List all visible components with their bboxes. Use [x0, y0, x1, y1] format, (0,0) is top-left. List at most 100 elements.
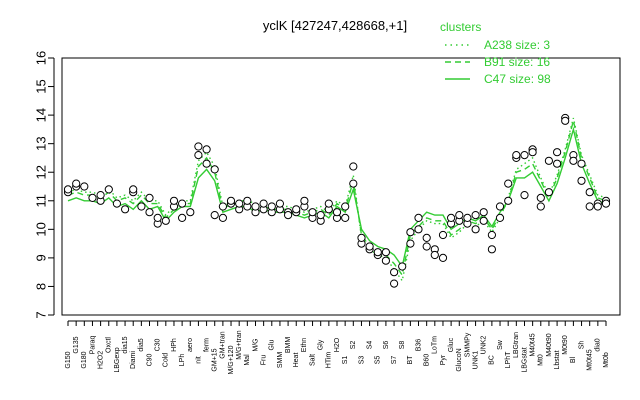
x-tick-label: M40t45 [529, 333, 536, 356]
data-point [504, 179, 513, 188]
data-point [284, 211, 293, 220]
x-tick-label: M/G+120 [228, 345, 235, 374]
data-point [275, 199, 284, 208]
x-tick-label: LoTm [432, 336, 439, 354]
data-point [381, 256, 390, 265]
x-tick-label: S4 [366, 341, 373, 350]
data-point [487, 245, 496, 254]
x-tick-label: Cold [163, 353, 170, 368]
x-tick-label: Gluc [448, 337, 455, 352]
data-point [341, 213, 350, 222]
plot-area [61, 57, 621, 316]
data-point [202, 159, 211, 168]
data-point [267, 202, 276, 211]
x-tick-label: Paraq [89, 336, 96, 355]
x-tick-label: B36 [415, 339, 422, 352]
data-point [259, 199, 268, 208]
legend-title: clusters [440, 20, 481, 34]
data-point [569, 156, 578, 165]
data-point [577, 159, 586, 168]
data-point [381, 248, 390, 257]
x-tick-label: UNK1 [472, 351, 479, 370]
y-tick-label: 8 [33, 283, 48, 290]
x-tick-label: Mal [244, 354, 251, 366]
data-point [129, 185, 138, 194]
x-tick-label: G135 [73, 336, 80, 353]
data-point [178, 213, 187, 222]
data-point [422, 242, 431, 251]
data-point [447, 213, 456, 222]
data-point [553, 148, 562, 157]
data-point [561, 116, 570, 125]
data-points [63, 113, 611, 288]
x-tick-label: Salt [309, 354, 316, 366]
data-point [438, 253, 448, 262]
x-tick-label: dia15 [122, 336, 129, 353]
legend-label-a238: A238 size: 3 [484, 38, 550, 52]
x-tick-label: GM+tran [220, 331, 227, 359]
x-tick-label: H2O [334, 337, 341, 352]
data-point [137, 202, 146, 211]
data-point [406, 228, 415, 237]
data-point [308, 208, 317, 217]
data-point [422, 233, 431, 242]
data-point [72, 179, 81, 188]
data-point [63, 185, 73, 194]
data-point [544, 156, 554, 165]
x-tick-label: S1 [342, 356, 349, 365]
x-tick-label: aero [187, 338, 194, 352]
x-tick-label: GlucoN [456, 348, 463, 371]
data-point [121, 205, 130, 214]
data-point [495, 213, 505, 222]
data-point [536, 193, 545, 202]
data-point [218, 213, 227, 222]
x-tick-label: HTim [326, 352, 333, 369]
x-tick-label: Ethn [301, 338, 308, 353]
data-point [601, 199, 611, 208]
x-tick-label: BMM [285, 337, 292, 354]
data-point [153, 213, 162, 222]
x-tick-label: UNK2 [481, 336, 488, 355]
data-point [536, 202, 545, 211]
data-point [169, 196, 179, 205]
data-point [430, 250, 439, 260]
x-tick-label: S3 [358, 356, 365, 365]
x-tick-label: C30 [155, 338, 162, 351]
data-point [349, 162, 358, 171]
data-point [145, 193, 154, 202]
data-point [341, 202, 350, 211]
x-tick-label: Pyr [440, 354, 447, 365]
data-point [88, 193, 97, 202]
data-point [96, 191, 105, 200]
x-tick-label: Lbstat [554, 350, 561, 369]
y-tick-label: 12 [33, 165, 48, 179]
x-tick-label: S7 [391, 356, 398, 365]
series-line-dashed [67, 120, 607, 277]
plot-border [61, 57, 621, 316]
y-tick-label: 7 [33, 311, 48, 318]
data-point [373, 248, 382, 257]
data-point [332, 208, 342, 217]
data-point [365, 242, 374, 251]
data-point [520, 191, 529, 200]
data-point [194, 151, 203, 160]
data-point [357, 233, 366, 242]
x-tick-label: LBGtran [513, 332, 520, 358]
data-point [210, 165, 219, 174]
series-lines [67, 117, 607, 283]
x-tick-label: GM+15 [212, 348, 219, 371]
x-tick-label: SMMPy [464, 332, 471, 357]
data-point [186, 208, 195, 217]
x-tick-label: Glu [269, 339, 276, 350]
x-tick-label: Mt0b [603, 352, 610, 368]
x-tick-label: LBGexp [114, 347, 121, 372]
data-point [544, 188, 554, 197]
x-tick-label: nit [195, 356, 202, 363]
data-point [593, 202, 602, 211]
data-point [104, 185, 113, 194]
data-point [390, 268, 399, 277]
series-line-solid [67, 126, 607, 269]
x-tick-label: M40t90 [546, 333, 553, 356]
data-point [479, 208, 488, 217]
legend: clusters A238 size: 3 B91 size: 16 C47 s… [440, 20, 551, 86]
